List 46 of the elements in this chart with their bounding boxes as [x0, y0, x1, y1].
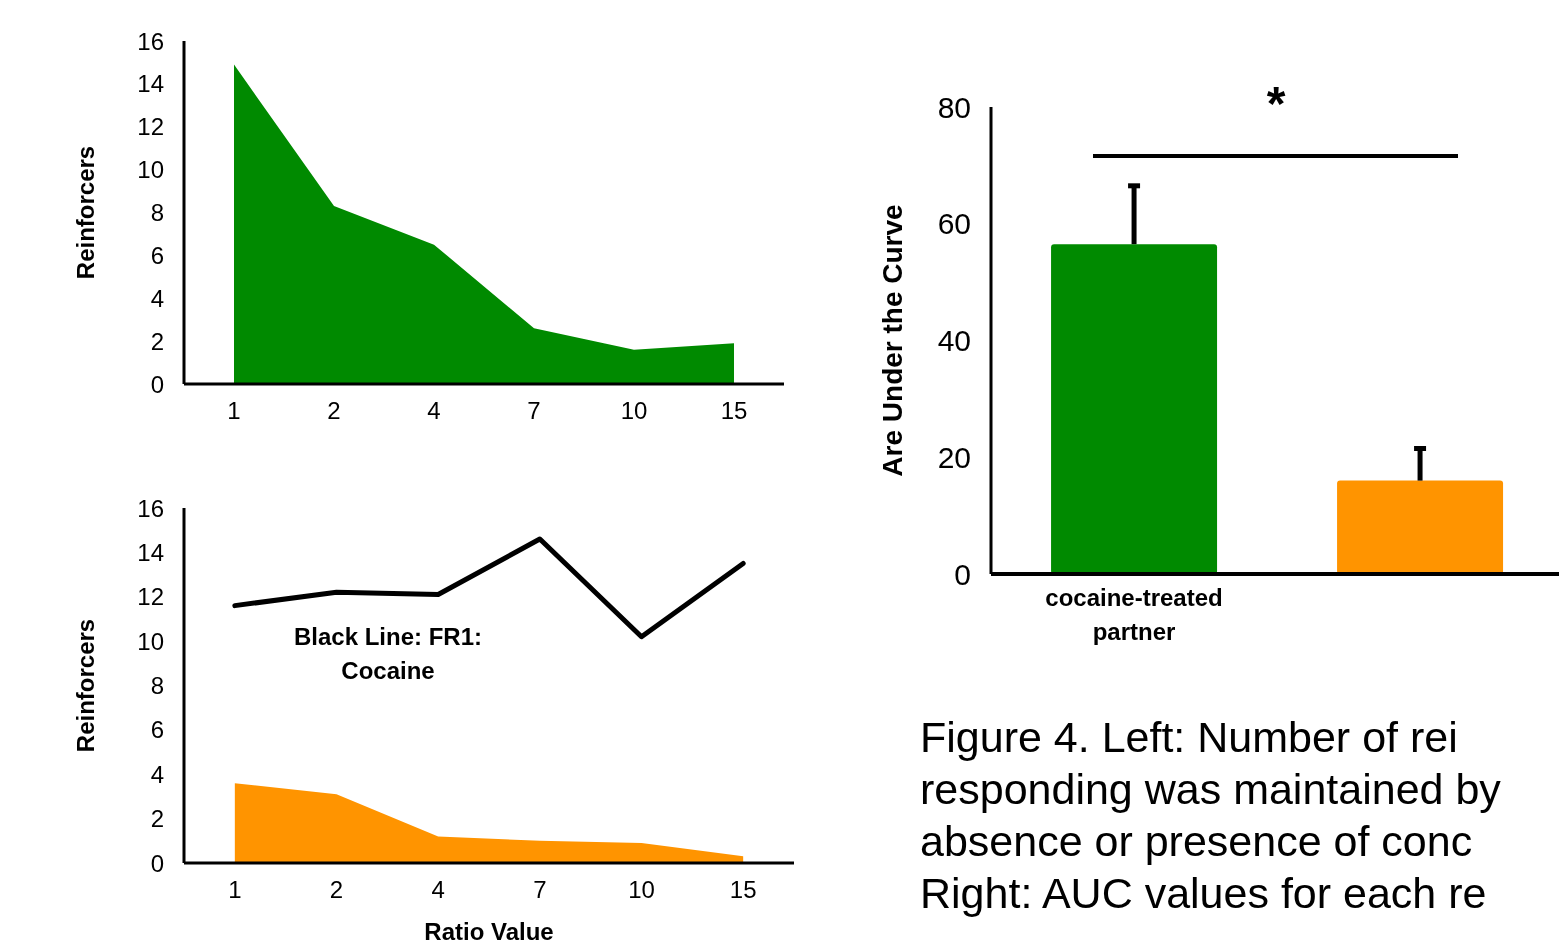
x-tick-label: 10 — [620, 397, 648, 425]
y-axis-title: Reinforcers — [71, 618, 99, 753]
annotation: * — [1265, 76, 1287, 132]
y-tick-label: 0 — [150, 370, 164, 398]
y-tick-label: 12 — [137, 113, 164, 141]
y-tick-label: 14 — [137, 70, 164, 98]
x-axis-title: Ratio Value — [424, 918, 554, 940]
y-tick-label: 40 — [937, 324, 971, 358]
annotation: Black Line: FR1: Cocaine — [292, 622, 483, 686]
y-tick-label: 16 — [137, 494, 164, 522]
y-tick-label: 12 — [137, 583, 164, 611]
x-tick-label: cocaine-treated partner — [1045, 584, 1223, 645]
y-tick-label: 4 — [150, 284, 164, 312]
x-tick-label: 15 — [720, 397, 748, 425]
y-tick-label: 0 — [150, 849, 164, 877]
x-tick-label: 2 — [327, 397, 341, 425]
y-tick-label: 10 — [137, 156, 164, 184]
x-tick-label: 1 — [227, 397, 241, 425]
y-tick-label: 8 — [150, 672, 164, 700]
caption: Figure 4. Left: Number of rei — [920, 712, 1459, 763]
x-tick-label: 4 — [427, 397, 441, 425]
y-tick-label: 4 — [150, 760, 164, 788]
x-tick-label: 7 — [527, 397, 541, 425]
y-tick-label: 2 — [150, 327, 164, 355]
y-tick-label: 8 — [150, 199, 164, 227]
y-axis-title: Are Under the Curve — [876, 204, 908, 477]
y-tick-label: 14 — [137, 538, 164, 566]
y-tick-label: 20 — [937, 440, 971, 474]
y-tick-label: 80 — [937, 90, 971, 124]
text: absence or presence of conc — [920, 816, 1474, 867]
x-tick-label: 10 — [628, 876, 655, 904]
y-tick-label: 10 — [137, 627, 164, 655]
x-tick-label: 2 — [329, 876, 344, 904]
x-tick-label: 4 — [431, 876, 445, 904]
x-tick-label: 1 — [228, 876, 242, 904]
y-tick-label: 6 — [150, 241, 164, 269]
y-tick-label: 6 — [150, 716, 164, 744]
y-tick-label: 16 — [137, 27, 164, 55]
y-tick-label: 0 — [954, 557, 971, 591]
y-tick-label: 60 — [937, 207, 971, 241]
text: Right: AUC values for each re — [920, 868, 1488, 919]
y-tick-label: 2 — [150, 805, 164, 833]
x-tick-label: 7 — [533, 876, 547, 904]
y-axis-title: Reinforcers — [71, 145, 99, 280]
x-tick-label: 15 — [729, 876, 757, 904]
text: responding was maintained by — [920, 764, 1502, 815]
